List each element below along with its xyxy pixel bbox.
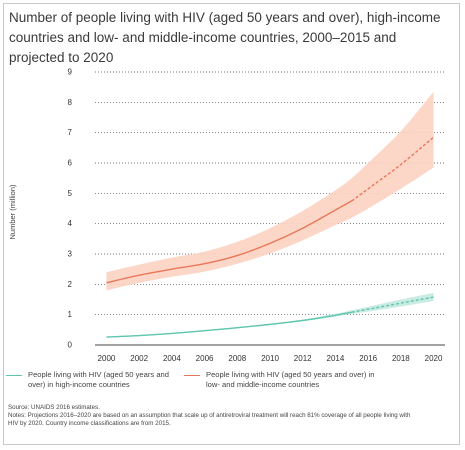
x-tick-label: 2020	[425, 354, 443, 363]
y-tick-label: 2	[68, 280, 73, 289]
y-tick-label: 7	[68, 128, 73, 137]
band-lmic	[106, 91, 434, 291]
footnotes: Source: UNAIDS 2016 estimates. Notes: Pr…	[8, 404, 458, 428]
y-tick-labels: 0 1 2 3 4 5 6 7 8 9	[68, 68, 73, 350]
x-tick-label: 2000	[98, 354, 116, 363]
notes-line-1: Notes: Projections 2016–2020 are based o…	[8, 412, 411, 419]
series-lines	[106, 136, 434, 338]
y-tick-label: 3	[68, 250, 73, 259]
y-axis-label: Number (million)	[8, 184, 17, 240]
line-high-income-estimate	[106, 311, 352, 338]
legend-label-high-income: People living with HIV (aged 50 years an…	[28, 370, 169, 389]
y-tick-label: 4	[68, 219, 73, 228]
y-tick-label: 0	[68, 341, 73, 350]
y-tick-label: 6	[68, 159, 73, 168]
y-tick-label: 8	[68, 98, 73, 107]
y-tick-label: 9	[68, 68, 73, 77]
line-lmic-projection	[351, 136, 434, 202]
legend: People living with HIV (aged 50 years an…	[6, 370, 446, 400]
x-tick-label: 2014	[327, 354, 345, 363]
x-tick-label: 2006	[196, 354, 214, 363]
x-tick-label: 2008	[228, 354, 246, 363]
legend-swatch-lmic	[184, 375, 200, 376]
x-tick-label: 2018	[392, 354, 410, 363]
x-tick-label: 2012	[294, 354, 312, 363]
x-tick-label: 2010	[261, 354, 279, 363]
legend-swatch-high-income	[6, 375, 22, 376]
source-note: Source: UNAIDS 2016 estimates.	[8, 404, 100, 411]
chart-title: Number of people living with HIV (aged 5…	[9, 10, 441, 65]
x-tick-label: 2004	[163, 354, 181, 363]
uncertainty-bands	[106, 91, 434, 338]
x-tick-labels: 2000 2002 2004 2006 2008 2010 2012 2014 2016 2018…	[98, 354, 443, 363]
legend-label-lmic: People living with HIV (aged 50 years an…	[206, 370, 375, 389]
band-high-income	[106, 292, 434, 338]
x-tick-label: 2016	[359, 354, 377, 363]
y-tick-label: 5	[68, 189, 73, 198]
line-high-income-projection	[351, 296, 434, 313]
y-tick-label: 1	[68, 310, 73, 319]
notes-line-2: HIV by 2020. Country income classificati…	[8, 420, 171, 427]
x-tick-label: 2002	[130, 354, 148, 363]
